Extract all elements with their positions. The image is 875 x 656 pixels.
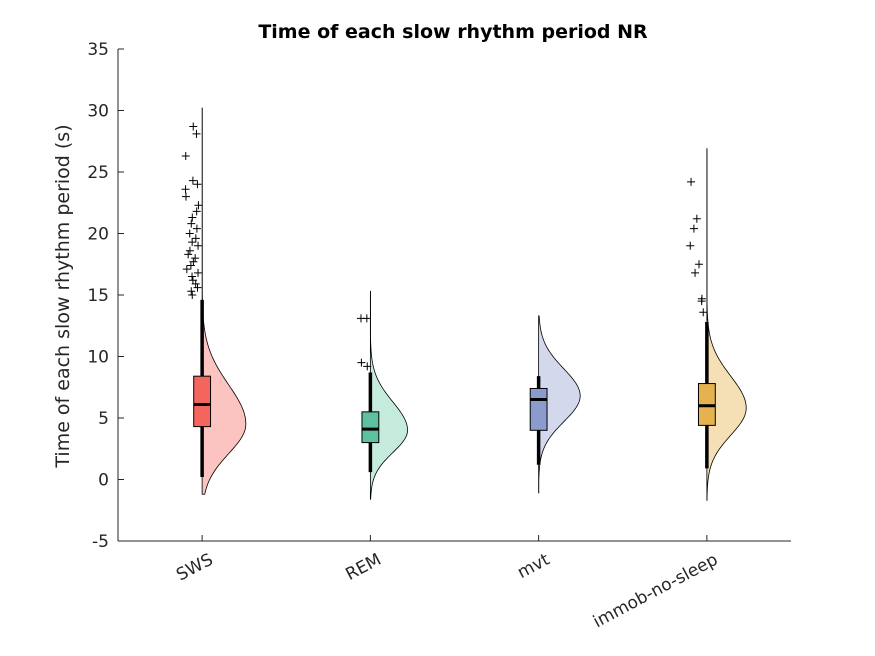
outlier-marker <box>357 358 366 367</box>
box <box>529 387 548 431</box>
density-cloud <box>706 148 747 501</box>
y-tick-label: 30 <box>87 102 109 122</box>
outlier-marker <box>689 224 698 233</box>
outlier-marker <box>699 308 708 317</box>
outlier-marker <box>194 241 203 250</box>
y-axis-label: Time of each slow rhythm period (s) <box>52 124 74 468</box>
outlier-marker <box>188 213 197 222</box>
chart-title: Time of each slow rhythm period NR <box>258 21 648 43</box>
outlier-marker <box>188 276 197 285</box>
box <box>193 375 212 428</box>
outlier-marker <box>181 152 190 161</box>
x-tick-label: REM <box>342 550 384 585</box>
density-cloud <box>369 290 408 500</box>
outlier-marker <box>185 246 194 255</box>
outlier-marker <box>185 229 194 238</box>
outlier-marker <box>189 257 198 266</box>
outlier-marker <box>181 185 190 194</box>
y-tick-label: 25 <box>87 163 109 183</box>
group-REM <box>356 290 408 500</box>
outlier-marker <box>691 268 700 277</box>
box <box>361 411 380 444</box>
y-tick-label: 15 <box>87 286 109 306</box>
group-SWS <box>181 107 247 495</box>
x-tick-label: mvt <box>514 550 553 583</box>
plot-area <box>181 107 747 501</box>
outlier-marker <box>192 224 201 233</box>
outlier-marker <box>188 176 197 185</box>
group-immob-no-sleep <box>686 148 747 501</box>
outlier-marker <box>184 250 193 259</box>
outlier-marker <box>188 291 197 299</box>
outlier-marker <box>363 362 372 371</box>
outlier-marker <box>692 214 701 223</box>
outlier-marker <box>182 265 191 274</box>
x-ticks: SWS REM mvt immob-no-sleep <box>173 535 721 632</box>
y-tick-label: 10 <box>87 348 109 368</box>
outlier-marker <box>687 177 696 186</box>
y-tick-label: 35 <box>87 40 109 60</box>
outlier-marker <box>187 219 196 228</box>
outlier-marker <box>193 283 202 292</box>
outlier-marker <box>192 129 201 138</box>
y-tick-label: -5 <box>92 532 109 552</box>
group-mvt <box>529 315 581 494</box>
outlier-marker <box>695 260 704 269</box>
y-tick-label: 0 <box>98 471 109 491</box>
outlier-marker <box>187 287 196 296</box>
outlier-marker <box>697 294 706 303</box>
outlier-marker <box>181 192 190 201</box>
x-tick-label: immob-no-sleep <box>590 550 721 632</box>
y-tick-label: 20 <box>87 225 109 245</box>
y-ticks: -5 0 5 10 15 20 25 30 35 <box>87 40 124 552</box>
outlier-marker <box>189 122 198 131</box>
outlier-marker <box>362 314 371 323</box>
x-tick-label: SWS <box>173 550 216 586</box>
outlier-marker <box>192 207 201 216</box>
outlier-marker <box>191 254 200 263</box>
y-tick-label: 5 <box>98 409 109 429</box>
outlier-marker <box>194 268 203 277</box>
outlier-marker <box>188 272 197 281</box>
density-cloud <box>201 107 247 495</box>
outlier-marker <box>188 238 197 247</box>
outlier-marker <box>194 201 203 210</box>
outlier-marker <box>686 241 695 250</box>
outlier-marker <box>193 180 202 189</box>
outlier-marker <box>191 234 200 243</box>
